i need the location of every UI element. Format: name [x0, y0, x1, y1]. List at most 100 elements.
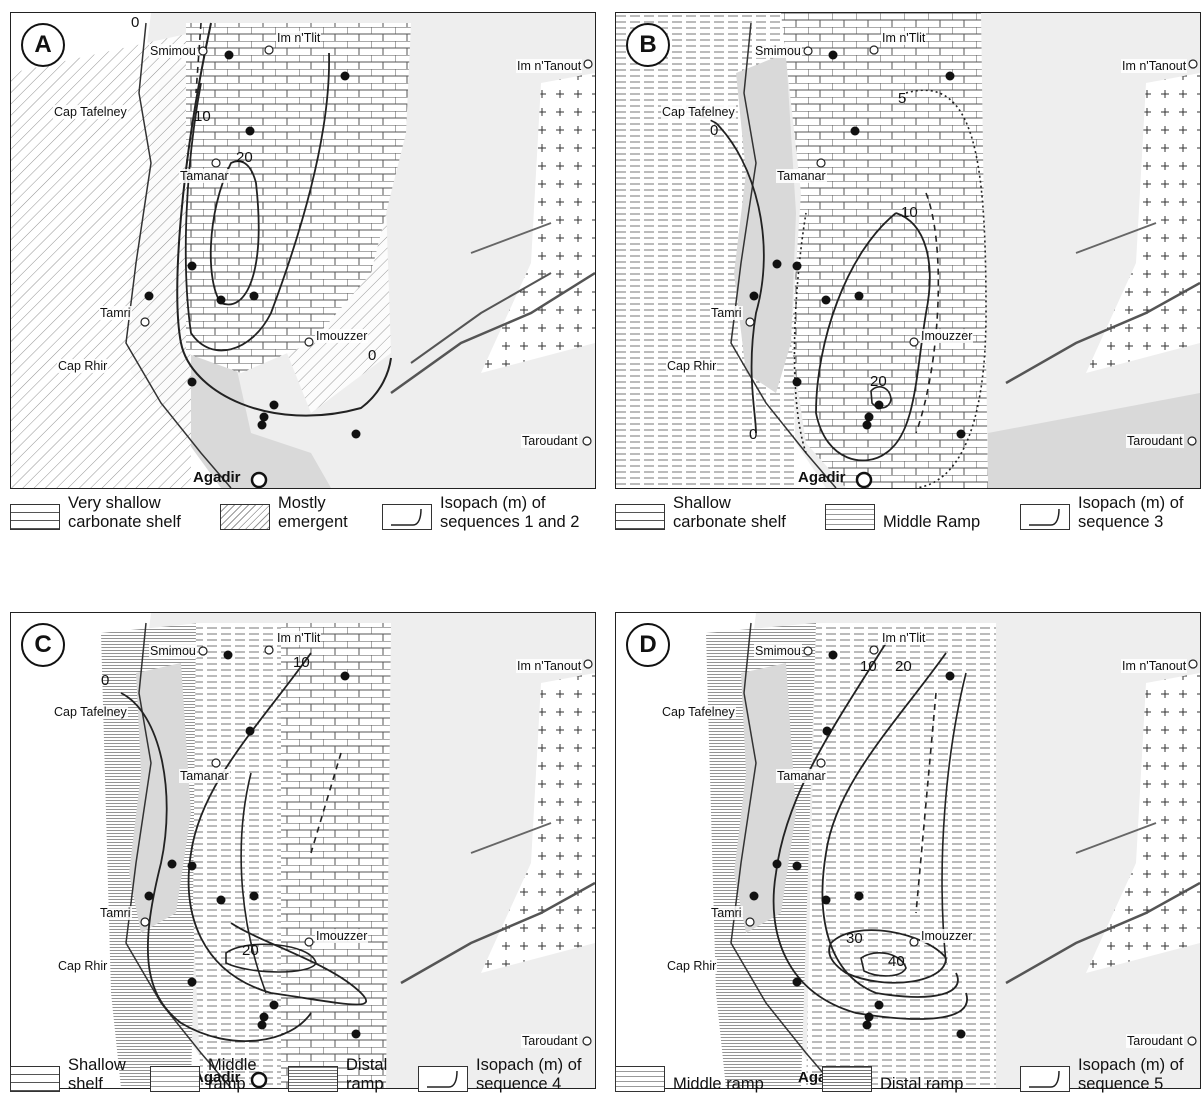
place-tamri: Tamri — [99, 306, 132, 320]
isopach-label: 10 — [293, 654, 310, 671]
legend-text: Distal ramp — [880, 1075, 964, 1093]
legend-text: Middle Ramp — [883, 513, 981, 531]
place-taroudant: Taroudant — [521, 1034, 579, 1048]
legend-swatch-brick — [10, 504, 60, 530]
isopach-label: 20 — [242, 942, 259, 959]
legend-swatch-isopach — [1020, 504, 1070, 530]
crystalline-area — [481, 73, 595, 373]
land-grey-south — [988, 393, 1200, 488]
place-taroudant: Taroudant — [1126, 1034, 1184, 1048]
place-cap-rhir: Cap Rhir — [666, 359, 718, 373]
place-tamri: Tamri — [710, 906, 743, 920]
legend-swatch-dashes — [615, 1066, 665, 1092]
place-smimou: Smimou — [754, 644, 802, 658]
fault-line — [1005, 881, 1200, 985]
panel-label-d: D — [626, 623, 670, 667]
legend-b: Shallow carbonate shelf Middle Ramp Isop… — [615, 494, 1201, 540]
isopach-10 — [815, 212, 931, 462]
isopach-5-dotted — [793, 89, 987, 488]
shelf-area — [186, 23, 411, 373]
middle-ramp-area — [193, 623, 286, 1088]
town-markers — [140, 45, 593, 446]
legend-text: Distal ramp — [346, 1056, 388, 1093]
map-panel-d: D Smimou Im n'Tlit Im n'Tanout Cap Tafel… — [615, 612, 1201, 1089]
legend-text: Isopach (m) of sequence 5 — [1078, 1056, 1184, 1093]
middle-ramp-area — [806, 623, 996, 1088]
isopach-label: 0 — [710, 122, 719, 139]
place-smimou: Smimou — [149, 44, 197, 58]
place-cap-tafelney: Cap Tafelney — [661, 705, 736, 719]
place-im-tanout: Im n'Tanout — [1121, 659, 1188, 673]
place-cap-rhir: Cap Rhir — [57, 959, 109, 973]
place-im-tlit: Im n'Tlit — [276, 31, 322, 45]
legend-a: Very shallow carbonate shelf Mostly emer… — [10, 494, 594, 540]
panel-label-c: C — [21, 623, 65, 667]
legend-swatch-hatch — [220, 504, 270, 530]
isopach-label: 10 — [901, 204, 918, 221]
legend-swatch-fine — [822, 1066, 872, 1092]
fault-line — [410, 272, 552, 364]
place-smimou: Smimou — [754, 44, 802, 58]
legend-swatch-brick — [10, 1066, 60, 1092]
panel-label-b: B — [626, 23, 670, 67]
shelf-area — [281, 623, 391, 1088]
isopach-label: 0 — [368, 347, 377, 364]
well-points — [144, 50, 361, 439]
isopach-0-dashed — [195, 22, 202, 94]
fault-line — [390, 271, 595, 395]
fault-line — [1075, 822, 1157, 854]
isopach-10-dashed — [915, 192, 940, 434]
isopach-east — [941, 672, 967, 964]
isopach-label: 0 — [749, 426, 758, 443]
legend-text: Very shallow carbonate shelf — [68, 494, 181, 531]
fault-line — [1075, 222, 1157, 254]
map-c-drawing — [101, 613, 595, 1088]
fault-line — [1005, 281, 1200, 385]
place-tamanar: Tamanar — [776, 769, 827, 783]
isopach-20 — [209, 160, 260, 306]
isopach-label: 10 — [860, 658, 877, 675]
place-agadir: Agadir — [193, 1069, 241, 1086]
place-tamanar: Tamanar — [179, 769, 230, 783]
place-imouzzer: Imouzzer — [315, 929, 369, 943]
emergent-area — [11, 33, 191, 488]
place-taroudant: Taroudant — [521, 434, 579, 448]
place-cap-tafelney: Cap Tafelney — [53, 105, 128, 119]
isopach-label: 20 — [236, 149, 253, 166]
place-tamanar: Tamanar — [776, 169, 827, 183]
legend-text: Isopach (m) of sequence 4 — [476, 1056, 582, 1093]
legend-swatch-isopach — [1020, 1066, 1070, 1092]
legend-text: Mostly emergent — [278, 494, 348, 531]
place-im-tanout: Im n'Tanout — [1121, 59, 1188, 73]
legend-text: Isopach (m) of sequence 3 — [1078, 494, 1184, 531]
place-smimou: Smimou — [149, 644, 197, 658]
place-tamanar: Tamanar — [179, 169, 230, 183]
isopach-mid — [240, 772, 267, 994]
legend-text: Middle ramp — [208, 1056, 257, 1093]
legend-swatch-isopach — [418, 1066, 468, 1092]
isopach-0 — [715, 122, 765, 434]
fault-line — [400, 881, 595, 985]
place-tamri: Tamri — [710, 306, 743, 320]
legend-swatch-brick — [615, 504, 665, 530]
place-imouzzer: Imouzzer — [315, 329, 369, 343]
isopach-label: 20 — [870, 373, 887, 390]
place-cap-rhir: Cap Rhir — [57, 359, 109, 373]
isopach-label: 40 — [888, 953, 905, 970]
map-a-drawing — [11, 13, 595, 488]
place-imouzzer: Imouzzer — [920, 929, 974, 943]
isopach-20 — [821, 652, 959, 998]
isopach-0 — [120, 692, 312, 1042]
isopach-label: 30 — [846, 930, 863, 947]
place-tamri: Tamri — [99, 906, 132, 920]
legend-swatch-isopach — [382, 504, 432, 530]
map-panel-a: A Smimou Im n'Tlit Im n'Tanout Cap Tafel… — [10, 12, 596, 489]
isopach-dashed — [915, 692, 937, 914]
place-im-tlit: Im n'Tlit — [881, 31, 927, 45]
place-im-tlit: Im n'Tlit — [881, 631, 927, 645]
legend-swatch-dashes — [150, 1066, 200, 1092]
place-im-tlit: Im n'Tlit — [276, 631, 322, 645]
land-grey-b — [734, 53, 796, 393]
isopach-10 — [772, 642, 968, 1020]
legend-text: Shallow shelf — [68, 1056, 126, 1093]
